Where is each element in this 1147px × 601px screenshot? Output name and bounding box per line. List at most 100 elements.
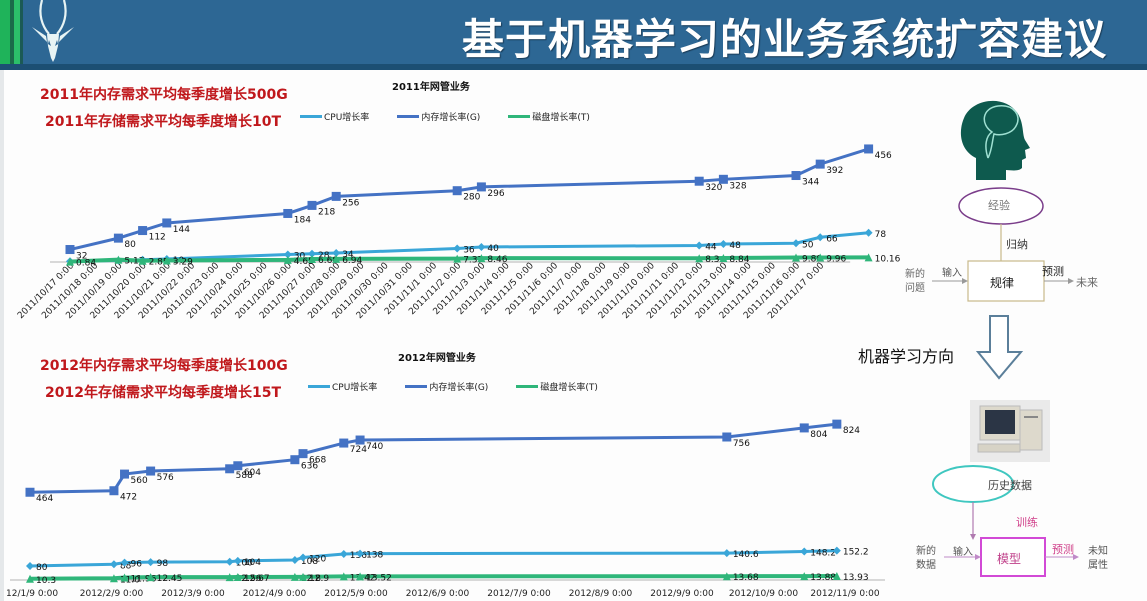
data-label: 148.2 (810, 548, 836, 558)
data-label: 12.9 (309, 574, 329, 584)
data-label: 13.52 (366, 573, 392, 583)
x-tick-label: 2012/11/9 0:00 (810, 589, 879, 599)
x-tick-label: 2012/3/9 0:00 (161, 589, 225, 599)
data-label: 104 (244, 558, 261, 568)
legend-disk-label: 磁盘增长率(T) (532, 113, 590, 123)
data-label: 34 (342, 250, 354, 260)
data-label: 32 (76, 252, 87, 262)
square-marker-icon (109, 486, 119, 496)
data-label: 464 (36, 494, 53, 504)
diamond-marker-icon (864, 228, 873, 237)
legend-disk: 磁盘增长率(T) (508, 110, 590, 123)
new-data-label: 新的 数据 (916, 545, 936, 573)
triangle-marker-icon (339, 572, 348, 581)
diamond-marker-icon (233, 556, 242, 565)
data-label: 668 (309, 456, 326, 466)
data-label: 44 (705, 243, 717, 253)
triangle-marker-icon (299, 572, 308, 581)
x-tick-label: 2012/10/9 0:00 (729, 589, 798, 599)
square-marker-icon (162, 218, 172, 228)
data-label: 280 (463, 193, 480, 203)
data-label: 296 (487, 189, 504, 199)
data-label: 50 (802, 240, 814, 250)
data-label: 11.96 (131, 575, 157, 585)
triangle-marker-icon (816, 253, 825, 262)
diamond-marker-icon (816, 233, 825, 242)
series-line (69, 255, 869, 264)
chart-2011-title: 2011年网管业务 (392, 82, 470, 93)
triangle-marker-icon (722, 572, 731, 581)
square-marker-icon (225, 464, 235, 474)
header-stripe (14, 0, 20, 66)
square-marker-icon (476, 182, 486, 192)
data-label: 344 (802, 178, 819, 188)
data-label: 11.0 (120, 575, 140, 585)
data-label: 824 (843, 426, 860, 436)
legend-cpu-label: CPU增长率 (332, 383, 378, 393)
diamond-marker-icon (283, 250, 292, 259)
data-label: 152.2 (843, 548, 869, 558)
new-problem-line2: 问题 (905, 283, 925, 294)
unknown-line2: 属性 (1088, 560, 1108, 571)
new-problem-label: 新的 问题 (905, 268, 925, 296)
arrow-head-icon (970, 534, 976, 540)
data-label: 12.56 (236, 574, 262, 584)
square-marker-icon (339, 438, 349, 448)
data-label: 12.8 (301, 574, 321, 584)
data-label: 136 (350, 551, 367, 561)
diamond-marker-icon (800, 547, 809, 556)
future-label: 未来 (1076, 276, 1098, 289)
chart-2012-title: 2012年网管业务 (398, 353, 476, 364)
triangle-marker-icon (864, 253, 873, 262)
input-label: 输入 (953, 547, 973, 558)
square-marker-icon (120, 469, 130, 479)
data-label: 13.68 (733, 573, 759, 583)
triangle-marker-icon (308, 254, 316, 263)
rule-box (967, 260, 1045, 302)
antelope-logo-icon (32, 0, 74, 62)
data-label: 320 (705, 183, 722, 193)
diamond-marker-icon (477, 243, 486, 251)
x-tick-label: 2012/4/9 0:00 (243, 589, 307, 599)
data-label: 36 (463, 246, 475, 256)
data-label: 8.46 (487, 255, 507, 265)
x-tick-label: 12/1/9 0:00 (6, 589, 58, 599)
triangle-marker-icon (66, 257, 74, 266)
diamond-marker-icon (339, 550, 348, 559)
human-head-icon (960, 100, 1030, 180)
data-label: 2.85 (149, 258, 169, 268)
square-marker-icon (718, 174, 728, 184)
data-label: 804 (810, 430, 827, 440)
diamond-marker-icon (695, 241, 704, 250)
triangle-marker-icon (290, 572, 299, 581)
square-marker-icon (694, 176, 704, 186)
note-2011-storage: 2011年存储需求平均每季度增长10T (45, 114, 281, 130)
data-label: 328 (729, 181, 746, 191)
data-label: 9.96 (826, 254, 846, 264)
data-label: 740 (366, 442, 383, 452)
diamond-marker-icon (356, 549, 365, 558)
diamond-marker-icon (299, 553, 308, 562)
legend-mem-label: 内存增长率(G) (421, 113, 481, 123)
triangle-marker-icon (225, 573, 234, 582)
data-label: 10.3 (36, 576, 56, 586)
legend-cpu: CPU增长率 (300, 110, 369, 123)
new-data-line1: 新的 (916, 546, 936, 557)
computer-icon (970, 400, 1050, 462)
data-label: 9.88 (802, 255, 822, 265)
legend-mem-swatch (397, 115, 420, 118)
data-label: 6.68 (318, 256, 338, 266)
data-label: 10.16 (875, 254, 901, 264)
diamond-marker-icon (146, 558, 155, 567)
arrow-head-icon (975, 554, 981, 560)
triangle-marker-icon (832, 572, 841, 581)
series-2: 0.84 5.17 2.85 3.29 4.65 6.68 6.94 7.37 8.46 8.3 8… (66, 253, 901, 269)
series-1: 32 80 112 144 184 218 256 280 296 320 328 344 392 456 (65, 144, 892, 262)
triangle-marker-icon (146, 573, 155, 582)
header-bar: 基于机器学习的业务系统扩容建议 (0, 0, 1147, 66)
data-label: 12.67 (244, 574, 270, 584)
induction-label: 归纳 (1006, 238, 1028, 251)
